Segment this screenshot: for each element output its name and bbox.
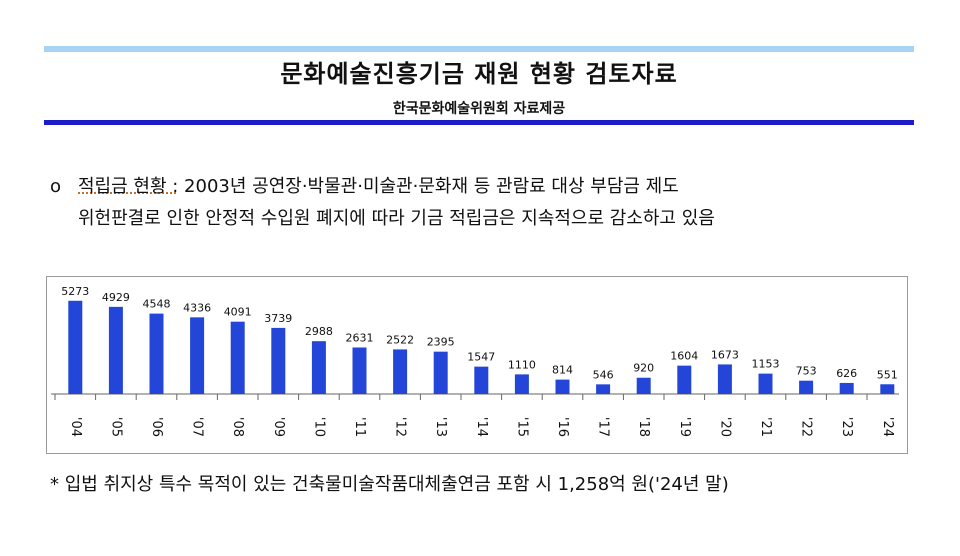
data-label: 1673 (711, 348, 739, 361)
x-tick-label: '21 (758, 417, 773, 437)
bar (758, 373, 773, 394)
data-label: 1604 (670, 350, 698, 363)
bar (677, 365, 692, 394)
bar (839, 382, 854, 394)
data-label: 920 (633, 362, 654, 375)
bar (636, 377, 651, 394)
x-tick-label: '09 (271, 417, 286, 437)
bar (230, 321, 245, 394)
x-tick-label: '15 (514, 417, 529, 437)
bar (108, 306, 123, 394)
bar (352, 347, 367, 394)
bar (393, 349, 408, 394)
x-tick-label: '24 (880, 417, 895, 437)
data-label: 5273 (61, 285, 89, 298)
x-tick-label: '22 (799, 417, 814, 437)
page-subtitle: 한국문화예술위원회 자료제공 (392, 101, 566, 117)
data-label: 4929 (102, 291, 130, 304)
bar (190, 317, 205, 394)
x-tick-label: '14 (474, 417, 489, 437)
bar-chart: 5273 '04 4929 '05 4548 '06 4336 '07 4091 '08 3739 '… (51, 285, 899, 437)
data-label: 4548 (143, 298, 171, 311)
x-tick-label: '10 (311, 417, 326, 437)
bar (514, 374, 529, 394)
bar (433, 351, 448, 394)
data-label: 1547 (467, 351, 495, 364)
data-label: 626 (836, 367, 857, 380)
data-label: 814 (552, 364, 573, 377)
data-label: 2522 (386, 333, 414, 346)
x-tick-label: '20 (717, 417, 732, 437)
data-label: 3739 (264, 312, 292, 325)
data-label: 551 (877, 368, 898, 381)
bar (474, 366, 489, 394)
bar (799, 380, 814, 394)
bullet-line-1: 적립금 현황 : 2003년 공연장·박물관·미술관·문화재 등 관람료 대상 … (78, 172, 679, 202)
bar (596, 384, 611, 394)
data-label: 4091 (224, 306, 252, 319)
bar (880, 384, 895, 394)
data-label: 2395 (427, 336, 455, 349)
bar (555, 379, 570, 394)
header-top-rule (44, 46, 914, 52)
x-tick-label: '23 (839, 417, 854, 437)
bar (149, 313, 164, 394)
data-label: 2631 (346, 331, 374, 344)
page-title: 문화예술진흥기금 재원 현황 검토자료 (280, 60, 678, 88)
bullet-line-2: 위헌판결로 인한 안정적 수입원 폐지에 따라 기금 적립금은 지속적으로 감소… (78, 208, 715, 229)
data-label: 2988 (305, 325, 333, 338)
x-tick-label: '13 (433, 417, 448, 437)
x-tick-label: '06 (149, 417, 164, 437)
bullet-label: 적립금 현황 : (78, 176, 179, 197)
x-tick-label: '05 (108, 417, 123, 437)
x-tick-label: '17 (596, 417, 611, 437)
x-tick-label: '07 (190, 417, 205, 437)
data-label: 1153 (752, 358, 780, 371)
bullet-marker: o (50, 176, 62, 197)
header-bottom-rule (44, 120, 914, 125)
data-label: 4336 (183, 301, 211, 314)
bar (717, 364, 732, 394)
x-tick-label: '11 (352, 417, 367, 437)
x-tick-label: '16 (555, 417, 570, 437)
bar (271, 327, 286, 394)
x-tick-label: '19 (677, 417, 692, 437)
data-label: 753 (796, 365, 817, 378)
data-label: 546 (593, 368, 614, 381)
bar (311, 341, 326, 394)
x-tick-label: '08 (230, 417, 245, 437)
bullet-line-1-text: 2003년 공연장·박물관·미술관·문화재 등 관람료 대상 부담금 제도 (184, 176, 679, 197)
x-tick-label: '18 (636, 417, 651, 437)
x-tick-label: '04 (68, 417, 83, 437)
chart-frame: 5273 '04 4929 '05 4548 '06 4336 '07 4091 '08 3739 '… (46, 276, 908, 454)
bar (68, 300, 83, 394)
footnote: * 입법 취지상 특수 목적이 있는 건축물미술작품대체출연금 포함 시 1,2… (50, 474, 729, 495)
data-label: 1110 (508, 358, 536, 371)
x-tick-label: '12 (393, 417, 408, 437)
